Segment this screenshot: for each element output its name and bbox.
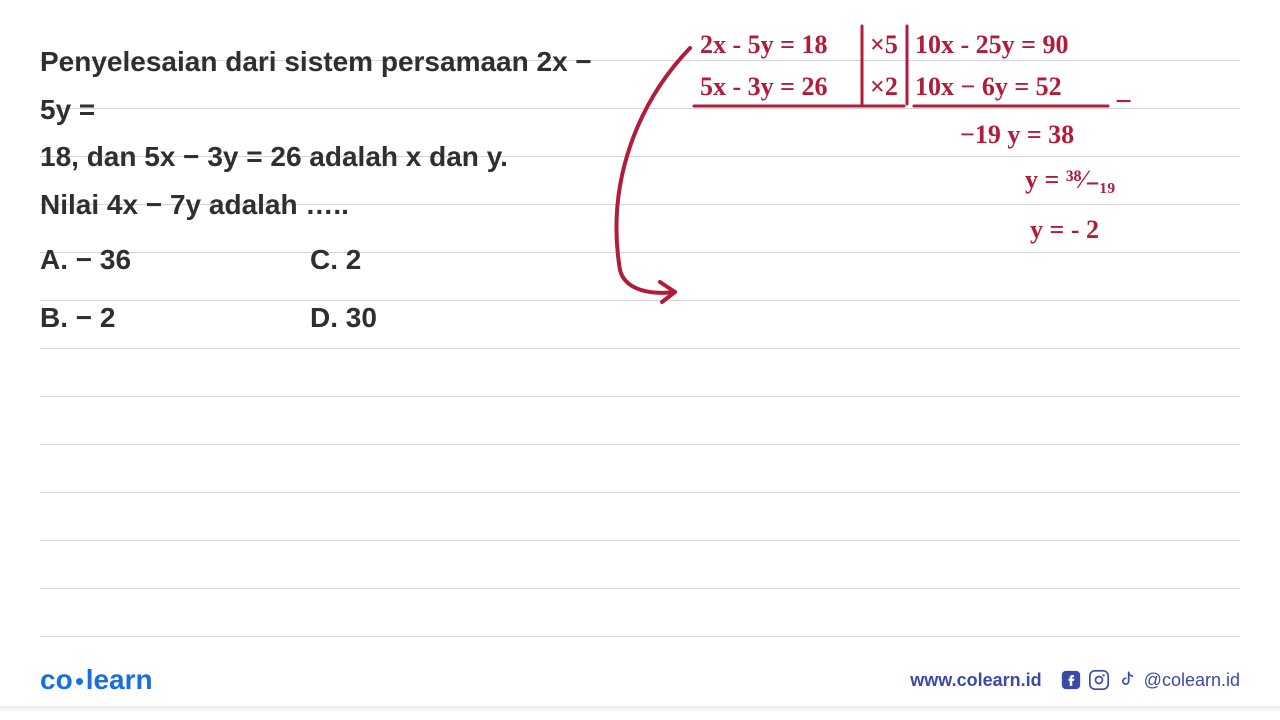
hand-res1: −19 y = 38	[960, 120, 1074, 150]
option-c: C. 2	[310, 236, 510, 284]
option-d: D. 30	[310, 294, 510, 342]
option-a: A. − 36	[40, 236, 310, 284]
hand-res3: y = - 2	[1030, 215, 1099, 245]
question-block: Penyelesaian dari sistem persamaan 2x − …	[40, 38, 600, 342]
hand-mult1: ×5	[870, 30, 898, 60]
hand-mult2: ×2	[870, 72, 898, 102]
question-line-1: Penyelesaian dari sistem persamaan 2x − …	[40, 38, 600, 133]
hand-vline-1	[860, 24, 864, 108]
options-grid: A. − 36 C. 2 B. − 2 D. 30	[40, 236, 600, 341]
logo-dot-icon	[76, 678, 83, 685]
hand-minus: −	[1115, 85, 1132, 119]
facebook-icon	[1060, 669, 1082, 691]
question-line-3: Nilai 4x − 7y adalah …..	[40, 181, 600, 229]
hand-vline-2	[905, 24, 909, 108]
question-line-2: 18, dan 5x − 3y = 26 adalah x dan y.	[40, 133, 600, 181]
page: Penyelesaian dari sistem persamaan 2x − …	[0, 0, 1280, 720]
hand-eq1: 2x - 5y = 18	[700, 30, 827, 60]
tiktok-icon	[1116, 669, 1138, 691]
hand-res2: y = ³⁸⁄₋₁₉	[1025, 165, 1115, 195]
footer-right: www.colearn.id @colearn.id	[910, 669, 1240, 691]
footer: colearn www.colearn.id @colearn.id	[40, 664, 1240, 696]
option-b: B. − 2	[40, 294, 310, 342]
hand-eq2: 5x - 3y = 26	[700, 72, 827, 102]
logo-text-left: co	[40, 664, 73, 695]
hand-eq2b: 10x − 6y = 52	[915, 72, 1062, 102]
hand-eq1b: 10x - 25y = 90	[915, 30, 1068, 60]
footer-url: www.colearn.id	[910, 670, 1041, 691]
social-handle: @colearn.id	[1144, 670, 1240, 691]
brand-logo: colearn	[40, 664, 153, 696]
social-block: @colearn.id	[1060, 669, 1240, 691]
bottom-shadow	[0, 706, 1280, 712]
logo-text-right: learn	[86, 664, 153, 695]
instagram-icon	[1088, 669, 1110, 691]
